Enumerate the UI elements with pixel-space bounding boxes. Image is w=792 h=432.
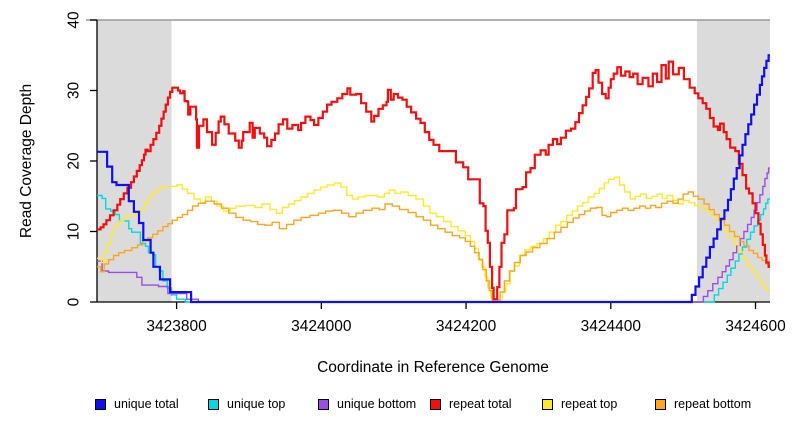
legend-item-repeat-bottom: repeat bottom xyxy=(655,397,751,412)
x-tick-label: 3424000 xyxy=(291,318,352,335)
legend-item-repeat-top: repeat top xyxy=(542,397,617,412)
legend-label: repeat top xyxy=(561,397,618,411)
legend-label: repeat bottom xyxy=(674,397,752,411)
y-tick-label: 10 xyxy=(66,223,83,241)
series-line-unique-bottom xyxy=(97,167,770,303)
y-axis-title: Read Coverage Depth xyxy=(18,83,35,239)
y-tick-label: 20 xyxy=(66,152,83,170)
legend-label: repeat total xyxy=(449,397,512,411)
legend-item-repeat-total: repeat total xyxy=(430,397,512,412)
series-line-repeat-top xyxy=(97,176,770,302)
x-axis-title: Coordinate in Reference Genome xyxy=(317,359,549,376)
series-line-unique-total xyxy=(97,54,770,304)
x-tick-label: 3424600 xyxy=(725,318,786,335)
y-tick-label: 0 xyxy=(66,297,83,306)
legend-swatch xyxy=(542,399,553,410)
legend-label: unique total xyxy=(114,397,179,411)
series-line-repeat-bottom xyxy=(97,191,770,301)
legend-swatch xyxy=(430,399,441,410)
legend-item-unique-bottom: unique bottom xyxy=(318,397,416,412)
legend-swatch xyxy=(95,399,106,410)
legend-swatch xyxy=(655,399,666,410)
legend-swatch xyxy=(208,399,219,410)
x-tick-label: 3424200 xyxy=(436,318,497,335)
x-tick-label: 3424400 xyxy=(581,318,642,335)
series-line-repeat-total xyxy=(97,60,770,301)
legend-label: unique top xyxy=(227,397,286,411)
legend-item-unique-total: unique total xyxy=(95,397,179,412)
masked-region xyxy=(97,20,172,302)
y-tick-label: 40 xyxy=(66,11,83,29)
series-line-unique-top xyxy=(97,194,770,303)
legend-item-unique-top: unique top xyxy=(208,397,285,412)
x-tick-label: 3423800 xyxy=(146,318,207,335)
legend-swatch xyxy=(318,399,329,410)
y-tick-label: 30 xyxy=(66,82,83,100)
legend-label: unique bottom xyxy=(337,397,417,411)
